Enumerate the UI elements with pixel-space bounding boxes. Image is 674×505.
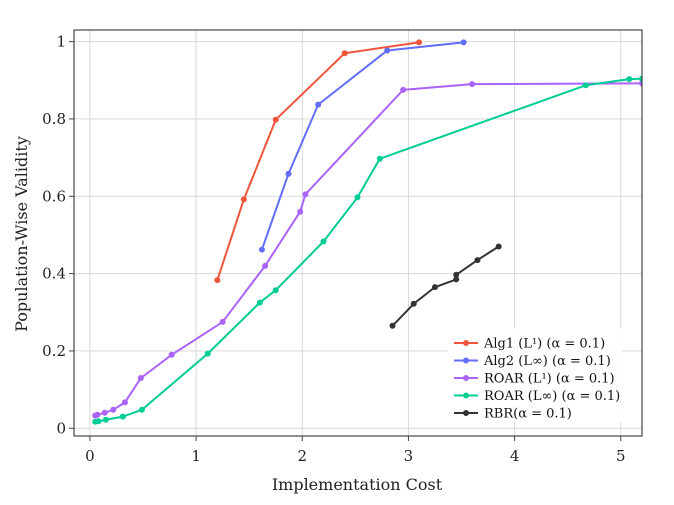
data-point (101, 409, 108, 416)
x-tick-label: 0 (85, 447, 95, 465)
legend-label: RBR(α = 0.1) (484, 407, 572, 422)
series-1 (214, 39, 423, 284)
legend-label: ROAR (L¹) (α = 0.1) (484, 372, 615, 387)
series-4 (92, 75, 642, 425)
data-point (389, 322, 396, 329)
data-point (94, 411, 101, 418)
data-point (354, 194, 361, 201)
series-3 (92, 80, 642, 419)
data-point (431, 284, 438, 291)
data-point (626, 76, 633, 83)
data-point (110, 406, 117, 413)
data-point (582, 82, 589, 89)
plot-border (73, 29, 643, 437)
data-point (95, 418, 102, 425)
x-tick-label: 2 (297, 447, 307, 465)
legend: Alg1 (L¹) (α = 0.1) Alg2 (L∞) (α = 0.1) RO… (448, 328, 622, 422)
y-tick-label: 0.6 (42, 187, 66, 205)
legend-label: ROAR (L∞) (α = 0.1) (484, 389, 620, 404)
y-tick-label: 0.8 (42, 110, 66, 128)
data-point (453, 276, 460, 283)
data-point (119, 413, 126, 420)
data-point (272, 287, 279, 294)
plot-frame (73, 29, 643, 437)
x-tick-label: 3 (404, 447, 414, 465)
data-point (121, 399, 128, 406)
legend-marker (463, 392, 469, 399)
data-point (240, 196, 247, 203)
data-point (384, 47, 391, 54)
data-point (102, 416, 109, 423)
data-point (219, 318, 226, 325)
axis-ticks: 0 1 2 3 4 5 0 0.2 0.4 0.6 0.8 1 (42, 33, 625, 465)
grid-lines (74, 30, 642, 436)
y-tick-label: 1 (56, 33, 66, 51)
data-point (204, 350, 211, 357)
series-5 (389, 243, 502, 329)
legend-marker (463, 410, 469, 416)
data-point (258, 246, 265, 253)
x-tick-label: 5 (616, 447, 626, 465)
data-point (137, 375, 144, 381)
data-point (400, 86, 407, 93)
data-point (256, 299, 263, 306)
data-point (272, 116, 279, 123)
data-point (416, 39, 423, 46)
data-point (460, 39, 467, 46)
y-tick-label: 0.4 (42, 265, 66, 283)
data-point (474, 257, 481, 264)
data-point (297, 208, 304, 215)
y-tick-label: 0 (56, 419, 66, 437)
data-point (469, 81, 476, 88)
data-point (168, 351, 175, 358)
legend-marker (463, 375, 469, 381)
data-point (138, 406, 145, 413)
y-axis-title: Population-Wise Validity (12, 136, 31, 332)
legend-marker (463, 357, 469, 364)
x-tick-label: 1 (191, 447, 201, 465)
data-point (320, 238, 327, 245)
data-point (262, 262, 269, 269)
data-point (410, 300, 417, 307)
series-lines (92, 39, 642, 425)
y-tick-label: 0.2 (42, 342, 66, 360)
data-point (453, 271, 460, 278)
data-point (302, 191, 309, 198)
legend-label: Alg1 (L¹) (α = 0.1) (483, 337, 605, 352)
legend-label: Alg2 (L∞) (α = 0.1) (483, 354, 611, 369)
data-point (376, 155, 383, 162)
series-2 (258, 39, 467, 253)
data-point (315, 101, 322, 108)
series-line (216, 41, 420, 281)
series-line (260, 41, 464, 250)
data-point (285, 170, 292, 177)
x-tick-label: 4 (510, 447, 520, 465)
data-point (639, 75, 642, 82)
data-point (495, 243, 502, 250)
legend-marker (463, 340, 469, 346)
data-point (639, 80, 642, 87)
x-axis-title: Implementation Cost (272, 475, 443, 494)
data-point (214, 277, 221, 284)
data-point (341, 50, 348, 57)
